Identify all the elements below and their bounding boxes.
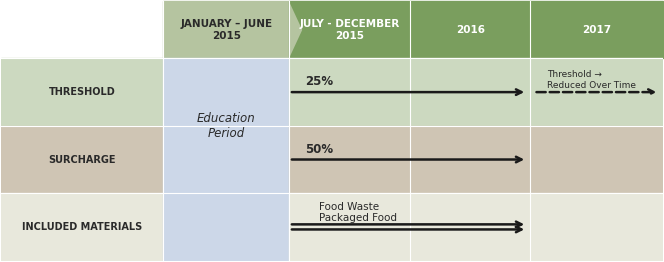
Text: SURCHARGE: SURCHARGE [48, 155, 116, 165]
Text: 50%: 50% [305, 143, 334, 156]
Bar [289, 126, 410, 193]
Bar [531, 1, 663, 58]
Text: THRESHOLD: THRESHOLD [49, 87, 116, 97]
Text: Education
Period: Education Period [197, 112, 256, 140]
Bar [163, 193, 289, 261]
Bar [1, 58, 163, 126]
Text: 2016: 2016 [456, 25, 485, 35]
Text: INCLUDED MATERIALS: INCLUDED MATERIALS [23, 222, 143, 232]
Bar [1, 126, 163, 193]
Bar [531, 58, 663, 126]
Bar [531, 126, 663, 193]
Polygon shape [289, 1, 302, 58]
Bar [289, 58, 410, 126]
Bar [410, 1, 531, 58]
Polygon shape [410, 1, 423, 58]
Bar [410, 126, 531, 193]
Bar [289, 1, 410, 58]
Text: Food Waste
Packaged Food: Food Waste Packaged Food [319, 202, 397, 223]
Text: Threshold →
Reduced Over Time: Threshold → Reduced Over Time [547, 70, 636, 90]
Text: JULY - DECEMBER
2015: JULY - DECEMBER 2015 [299, 19, 400, 41]
Bar [531, 193, 663, 261]
Bar [410, 58, 531, 126]
Bar [163, 1, 289, 58]
Text: 25%: 25% [305, 75, 334, 88]
Bar [1, 193, 163, 261]
Bar [163, 58, 289, 126]
Polygon shape [531, 1, 544, 58]
Text: 2017: 2017 [582, 25, 611, 35]
Bar [163, 126, 289, 193]
Bar [410, 193, 531, 261]
Text: JANUARY – JUNE
2015: JANUARY – JUNE 2015 [180, 19, 272, 41]
Bar [289, 193, 410, 261]
